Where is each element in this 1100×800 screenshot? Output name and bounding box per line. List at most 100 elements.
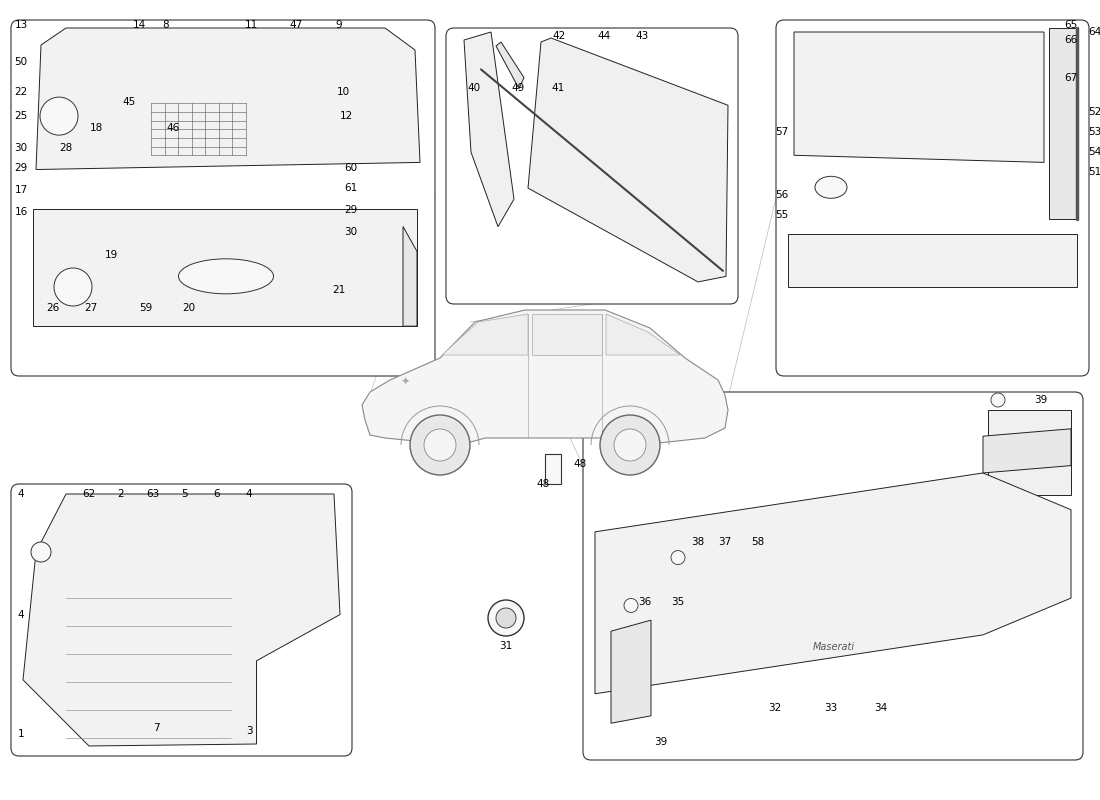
Text: 58: 58 [751,537,764,546]
Text: 40: 40 [468,83,481,93]
Ellipse shape [815,176,847,198]
Text: 63: 63 [146,489,160,499]
Text: 34: 34 [874,703,888,714]
Text: 1: 1 [18,729,24,739]
Text: 29: 29 [344,205,358,215]
Text: 6: 6 [213,489,220,499]
Text: 66: 66 [1065,35,1078,45]
Text: 43: 43 [636,31,649,41]
Ellipse shape [178,259,274,294]
Text: 27: 27 [85,303,98,313]
Text: 46: 46 [166,123,179,133]
Text: eurospares: eurospares [135,275,267,299]
Text: 39: 39 [1034,395,1047,405]
Text: 49: 49 [512,83,525,93]
Text: 47: 47 [289,20,302,30]
Text: 37: 37 [718,537,732,546]
Circle shape [410,415,470,475]
FancyBboxPatch shape [446,28,738,304]
Circle shape [624,598,638,613]
Text: eurospares: eurospares [870,110,994,130]
Text: ✦: ✦ [400,377,409,387]
Circle shape [424,429,456,461]
Text: 61: 61 [344,183,358,193]
Text: 14: 14 [132,20,145,30]
Text: 62: 62 [82,489,96,499]
Circle shape [671,550,685,565]
Circle shape [40,97,78,135]
Text: 48: 48 [537,479,550,489]
Text: 60: 60 [344,163,358,173]
Polygon shape [442,314,528,355]
Text: 31: 31 [499,641,513,651]
Text: 28: 28 [59,143,73,153]
Polygon shape [23,494,340,746]
Text: 32: 32 [769,703,782,714]
Text: 21: 21 [332,285,345,295]
Polygon shape [528,38,728,282]
Text: 48: 48 [573,459,586,469]
Polygon shape [496,42,524,89]
Polygon shape [606,314,680,355]
Polygon shape [788,234,1077,287]
Text: 9: 9 [336,20,342,30]
Text: 16: 16 [14,207,28,217]
Text: 30: 30 [344,227,358,237]
Polygon shape [33,209,417,326]
Text: 4: 4 [18,610,24,619]
Text: 18: 18 [89,123,102,133]
Text: 10: 10 [337,87,350,97]
Text: 36: 36 [638,597,651,606]
Text: 41: 41 [551,83,564,93]
Text: 12: 12 [340,111,353,121]
Text: 39: 39 [654,737,668,747]
Polygon shape [983,429,1071,473]
Text: 33: 33 [824,703,837,714]
Text: 4: 4 [18,489,24,499]
Text: 2: 2 [118,489,124,499]
FancyBboxPatch shape [776,20,1089,376]
Text: 53: 53 [1088,127,1100,137]
FancyBboxPatch shape [583,392,1084,760]
Text: 22: 22 [14,87,28,97]
Text: eurospares: eurospares [789,667,927,691]
Polygon shape [988,410,1071,495]
Text: 7: 7 [153,723,159,733]
Text: 52: 52 [1088,107,1100,117]
Text: 59: 59 [140,303,153,313]
Polygon shape [1049,28,1077,219]
Text: 54: 54 [1088,147,1100,157]
Text: 30: 30 [14,143,28,153]
Text: 17: 17 [14,185,28,195]
Text: 26: 26 [46,303,59,313]
Text: 29: 29 [14,163,28,173]
Text: 20: 20 [183,303,196,313]
Text: 42: 42 [552,31,565,41]
Polygon shape [362,310,728,445]
Text: 35: 35 [671,597,684,606]
Circle shape [496,608,516,628]
Text: 11: 11 [244,20,257,30]
Bar [544,454,561,484]
Text: 44: 44 [597,31,611,41]
Text: 38: 38 [692,537,705,546]
Text: 56: 56 [776,190,789,200]
FancyBboxPatch shape [11,20,434,376]
Text: eurospares: eurospares [135,108,267,132]
Polygon shape [794,32,1044,162]
Text: 67: 67 [1065,73,1078,83]
Circle shape [991,393,1005,407]
Text: eurospares: eurospares [870,259,994,279]
FancyBboxPatch shape [11,484,352,756]
Text: 25: 25 [14,111,28,121]
Text: 55: 55 [776,210,789,220]
Text: 3: 3 [245,726,252,736]
Polygon shape [464,32,514,226]
Circle shape [488,600,524,636]
Text: Maserati: Maserati [813,642,855,651]
Text: eurospares: eurospares [112,624,236,643]
Circle shape [600,415,660,475]
Text: 64: 64 [1088,27,1100,37]
Text: 65: 65 [1065,20,1078,30]
Polygon shape [403,226,417,326]
